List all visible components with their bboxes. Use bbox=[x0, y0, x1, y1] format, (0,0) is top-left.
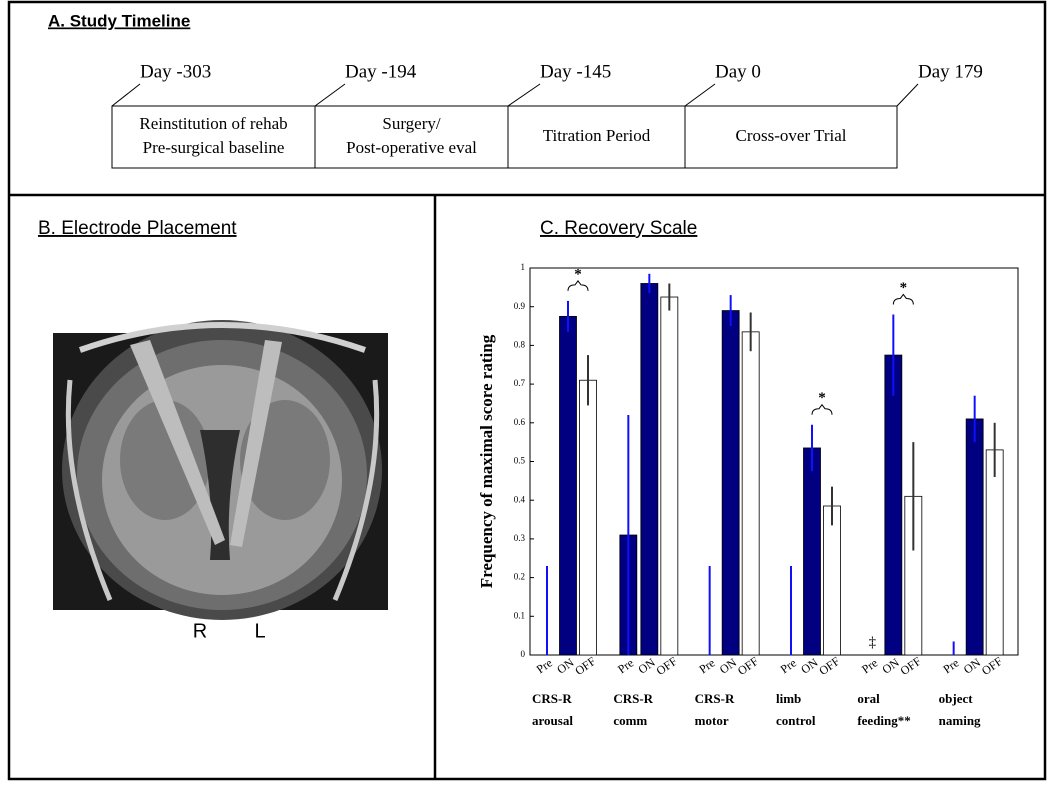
series-label: OFF bbox=[654, 654, 680, 678]
bar bbox=[559, 315, 577, 655]
mri-image bbox=[53, 320, 388, 620]
bar bbox=[985, 449, 1004, 655]
significance-bracket bbox=[811, 403, 833, 415]
phase-label: Cross-over Trial bbox=[736, 126, 847, 145]
series-label: OFF bbox=[816, 654, 842, 678]
y-tick-label: 0 bbox=[521, 649, 526, 659]
bar bbox=[965, 418, 984, 655]
significance-mark: * bbox=[818, 390, 826, 406]
significance-bracket bbox=[892, 293, 914, 305]
day-label: Day -145 bbox=[540, 61, 611, 82]
series-label: Pre bbox=[859, 656, 880, 677]
timeline-connector bbox=[507, 83, 541, 107]
category-label: object bbox=[939, 691, 974, 706]
timeline-connector bbox=[314, 83, 346, 107]
phase-label: Reinstitution of rehab bbox=[139, 114, 287, 133]
timeline-connector bbox=[896, 83, 919, 107]
hemisphere-label: R bbox=[193, 620, 207, 642]
series-label: Pre bbox=[615, 656, 636, 677]
chart-title: C. Recovery Scale bbox=[540, 218, 697, 239]
phase-label: Titration Period bbox=[543, 126, 651, 145]
timeline-connector bbox=[111, 83, 141, 107]
bars bbox=[546, 273, 1004, 655]
category-label: naming bbox=[939, 713, 981, 728]
bar bbox=[884, 354, 903, 655]
panel-title: A. Study Timeline bbox=[48, 11, 190, 30]
day-label: Day -194 bbox=[345, 61, 417, 82]
day-label: Day 179 bbox=[918, 61, 983, 82]
category-label: feeding** bbox=[857, 713, 910, 728]
y-tick-label: 0.1 bbox=[514, 610, 525, 620]
phase-box bbox=[684, 105, 898, 169]
category-label: control bbox=[776, 713, 816, 728]
category-label: CRS-R bbox=[695, 691, 735, 706]
bar bbox=[741, 331, 760, 655]
significance-mark: * bbox=[574, 266, 582, 282]
hemisphere-label: L bbox=[254, 620, 265, 642]
phase-label: Surgery/ bbox=[382, 114, 441, 133]
day-label: Day 0 bbox=[715, 61, 761, 82]
phase-label: Pre-surgical baseline bbox=[143, 138, 285, 157]
bar bbox=[721, 310, 740, 655]
y-tick-label: 0.9 bbox=[514, 301, 526, 311]
series-label: OFF bbox=[572, 654, 598, 678]
y-tick-label: 0.4 bbox=[514, 494, 526, 504]
series-label: Pre bbox=[534, 656, 555, 677]
series-label: OFF bbox=[898, 654, 924, 678]
bar bbox=[640, 283, 659, 655]
y-tick-label: 0.6 bbox=[514, 417, 526, 427]
category-label: CRS-R bbox=[613, 691, 653, 706]
frame bbox=[7, 0, 1047, 781]
category-label: limb bbox=[776, 691, 801, 706]
series-label: OFF bbox=[979, 654, 1005, 678]
y-tick-label: 0.3 bbox=[514, 533, 526, 543]
series-label: Pre bbox=[696, 656, 717, 677]
bar bbox=[660, 296, 679, 655]
y-tick-label: 0.2 bbox=[514, 572, 525, 582]
y-tick-label: 0.8 bbox=[514, 339, 526, 349]
category-label: arousal bbox=[532, 713, 573, 728]
significance-mark: * bbox=[900, 280, 908, 296]
phase-label: Post-operative eval bbox=[346, 138, 477, 157]
pre-mark: ‡ bbox=[869, 634, 877, 650]
category-label: oral bbox=[857, 691, 880, 706]
bar bbox=[579, 379, 597, 655]
y-tick-label: 1 bbox=[521, 262, 526, 272]
panel-title: B. Electrode Placement bbox=[38, 218, 237, 239]
series-label: Pre bbox=[940, 656, 961, 677]
y-tick-label: 0.7 bbox=[514, 378, 526, 388]
series-label: OFF bbox=[735, 654, 761, 678]
category-label: CRS-R bbox=[532, 691, 572, 706]
day-label: Day -303 bbox=[140, 61, 211, 82]
bar bbox=[803, 447, 821, 655]
category-label: motor bbox=[695, 713, 729, 728]
significance-bracket bbox=[567, 280, 589, 291]
timeline-connector bbox=[684, 83, 716, 107]
plot-area bbox=[529, 267, 1019, 656]
category-label: comm bbox=[613, 713, 647, 728]
bar bbox=[823, 505, 841, 655]
series-label: Pre bbox=[778, 656, 799, 677]
y-tick-label: 0.5 bbox=[514, 456, 526, 466]
y-axis-label: Frequency of maximal score rating bbox=[477, 334, 496, 588]
